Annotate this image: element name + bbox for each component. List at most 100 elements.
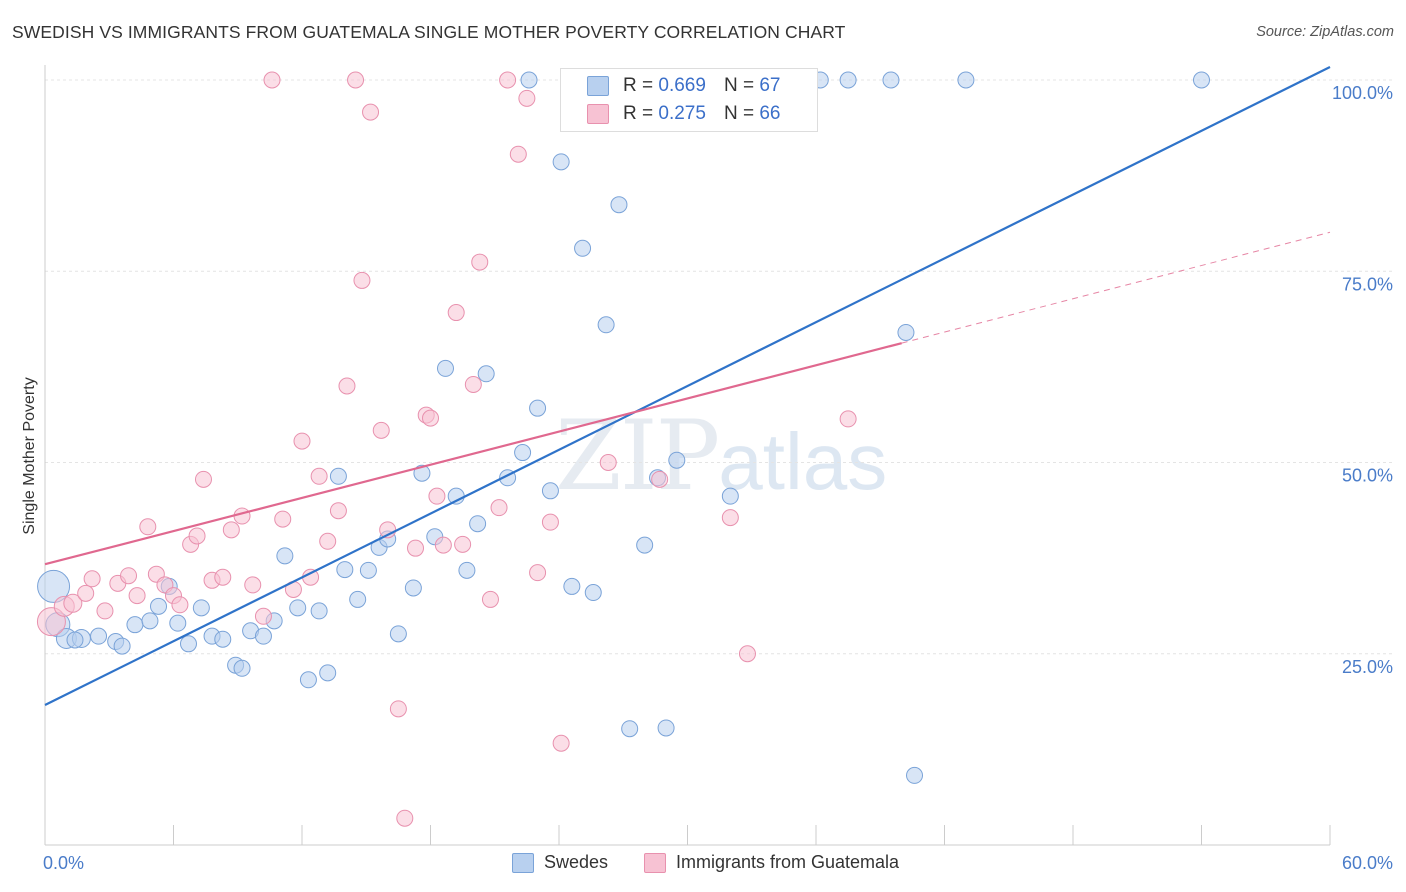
guatemala-point-51 (509, 145, 527, 163)
y-axis-label: Single Mother Poverty (21, 377, 38, 534)
guatemala-swatch (587, 104, 609, 124)
guatemala-point-41 (422, 409, 439, 427)
swedes-point-14 (192, 599, 210, 617)
swedes-point-28 (336, 561, 354, 579)
swedes-point-46 (541, 482, 559, 500)
swedes-point-54 (636, 536, 654, 554)
swedes-point-44 (520, 71, 538, 89)
guatemala-point-13 (171, 596, 189, 614)
guatemala-point-46 (464, 375, 482, 393)
swedes-point-16 (214, 630, 232, 648)
guatemala-point-38 (396, 809, 414, 827)
legend-swatch-guatemala (644, 852, 666, 873)
guatemala-points (36, 71, 857, 827)
guatemala-point-59 (721, 509, 739, 527)
swedes-swatch (587, 76, 609, 96)
guatemala-point-31 (338, 377, 356, 395)
n-value: 66 (759, 103, 781, 124)
legend-item-guatemala: Immigrants from Guatemala (644, 852, 899, 873)
guatemala-point-43 (434, 536, 452, 554)
swedes-point-27 (329, 467, 347, 485)
guatemala-point-32 (347, 71, 365, 89)
guatemala-point-23 (263, 71, 281, 89)
guatemala-point-24 (274, 510, 292, 528)
guatemala-point-18 (214, 568, 232, 586)
r-value: 0.275 (658, 103, 706, 124)
swedes-point-65 (957, 71, 975, 89)
guatemala-point-7 (120, 567, 138, 585)
guatemala-point-22 (254, 607, 272, 625)
axes (44, 65, 1331, 846)
swedes-point-49 (574, 239, 592, 257)
n-label: N = (723, 103, 755, 124)
guatemala-point-58 (651, 470, 669, 488)
swedes-point-61 (839, 71, 857, 89)
legend-item-swedes: Swedes (512, 852, 608, 873)
swedes-point-52 (610, 196, 628, 214)
legend-swatch-swedes (512, 852, 534, 873)
guatemala-point-60 (738, 645, 756, 663)
swedes-point-12 (169, 614, 187, 632)
guatemala-point-5 (96, 602, 114, 620)
swedes-point-37 (436, 359, 454, 377)
swedes-point-4 (66, 631, 84, 649)
y-tick-label-25: 25.0% (1342, 657, 1393, 677)
y-tick-label-75: 75.0% (1342, 274, 1393, 294)
x-tick-label-0: 0.0% (43, 853, 84, 873)
guatemala-point-50 (499, 71, 517, 89)
guatemala-point-44 (447, 304, 465, 322)
guatemala-point-30 (329, 502, 347, 520)
legend-label-guatemala: Immigrants from Guatemala (676, 852, 900, 872)
y-tick-label-100: 100.0% (1332, 83, 1393, 103)
guatemala-point-48 (481, 590, 499, 608)
n-value: 67 (759, 75, 781, 96)
swedes-point-13 (179, 635, 197, 653)
source-label: Source: ZipAtlas.com (1256, 24, 1394, 40)
swedes-point-0 (37, 569, 71, 603)
stats-legend: R = 0.669 N = 67 R = 0.275 N = 66 (560, 68, 818, 132)
series-legend: Swedes Immigrants from Guatemala (0, 852, 1406, 878)
guatemala-point-49 (490, 499, 508, 517)
guatemala-point-15 (188, 527, 206, 545)
guatemala-point-47 (471, 253, 489, 271)
guatemala-point-61 (839, 410, 857, 428)
swedes-point-43 (514, 444, 532, 462)
swedes-point-23 (289, 599, 307, 617)
r-value: 0.669 (658, 75, 706, 96)
swedes-point-8 (113, 637, 131, 655)
swedes-point-63 (897, 323, 915, 341)
swedes-point-66 (1193, 71, 1210, 89)
swedes-point-34 (404, 579, 422, 597)
swedes-point-24 (299, 671, 317, 689)
r-label: R = (623, 103, 654, 124)
swedes-point-18 (233, 659, 251, 677)
y-tick-label-50: 50.0% (1342, 466, 1393, 486)
chart-title: SWEDISH VS IMMIGRANTS FROM GUATEMALA SIN… (12, 22, 846, 42)
swedes-point-48 (563, 577, 581, 595)
swedes-point-7 (126, 616, 144, 634)
swedes-point-45 (529, 399, 547, 417)
swedes-point-41 (477, 365, 495, 383)
axis-labels: 25.0% 50.0% 75.0% 100.0% 0.0% 60.0% Single Mot… (21, 83, 1393, 873)
watermark-atlas: atlas (718, 417, 888, 506)
swedes-point-22 (276, 547, 294, 565)
r-label: R = (623, 75, 654, 96)
guatemala-point-52 (518, 89, 536, 107)
guatemala-point-33 (353, 271, 371, 289)
guatemala-point-28 (310, 467, 328, 485)
guatemala-point-57 (599, 454, 617, 471)
zipatlas-watermark: ZIPatlas (555, 400, 887, 512)
swedes-point-50 (584, 584, 602, 602)
swedes-point-25 (310, 602, 328, 620)
swedes-point-57 (668, 451, 686, 469)
trend-lines (44, 66, 1331, 706)
guatemala-point-35 (372, 421, 390, 439)
guatemala-point-9 (139, 518, 157, 536)
swedes-point-10 (150, 597, 168, 615)
swedes-point-33 (389, 625, 407, 643)
gridlines (45, 79, 1392, 655)
watermark-zip: ZIP (555, 400, 720, 512)
swedes-point-64 (906, 766, 924, 784)
swedes-point-35 (413, 464, 431, 482)
guatemala-point-37 (389, 700, 407, 718)
